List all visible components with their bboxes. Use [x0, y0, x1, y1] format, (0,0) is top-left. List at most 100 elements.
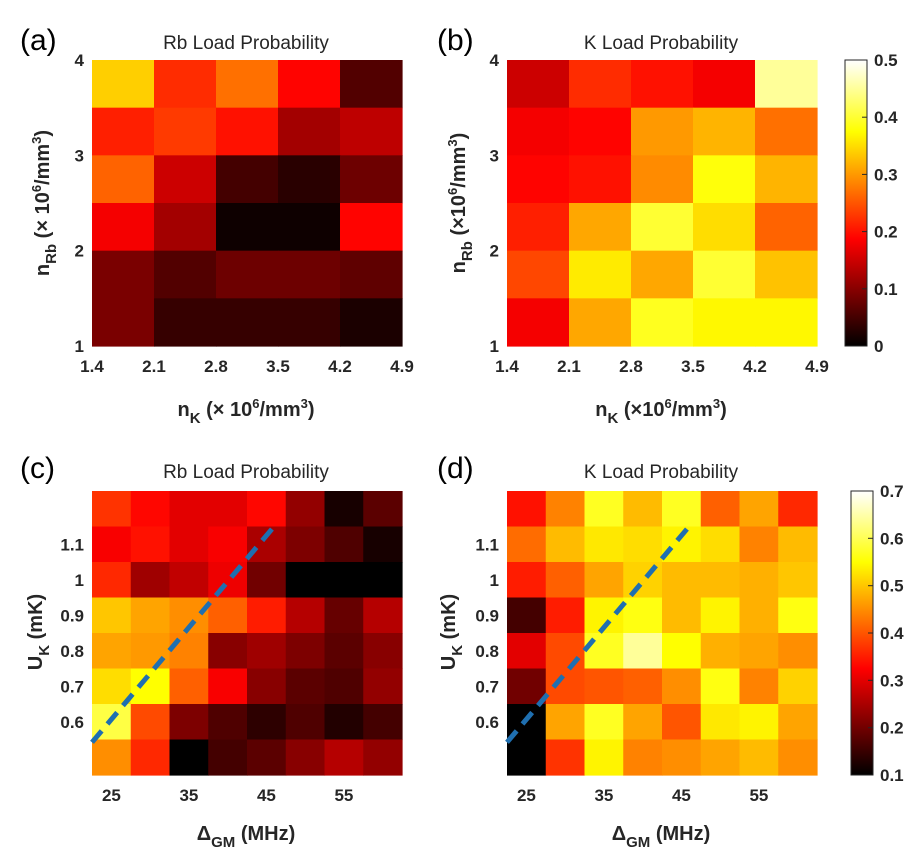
heatmap-cell: [739, 668, 779, 705]
heatmap-cell: [507, 60, 570, 109]
heatmap-a: [92, 60, 403, 347]
title-b: K Load Probability: [584, 33, 739, 54]
y-tick-label: 1: [490, 571, 499, 590]
heatmap-cell: [169, 491, 209, 528]
heatmap-cell: [363, 739, 403, 776]
heatmap-cell: [363, 491, 403, 528]
ticks-a: 1.4 2.1 2.8 3.5 4.2 4.9 1 2 3 4: [75, 51, 414, 376]
x-tick-label: 2.8: [204, 357, 228, 376]
heatmap-cell: [278, 107, 341, 156]
heatmap-cell: [216, 60, 279, 109]
x-tick-label: 4.2: [328, 357, 352, 376]
heatmap-cell: [507, 562, 547, 599]
heatmap-cell: [623, 668, 663, 705]
heatmap-cell: [584, 668, 624, 705]
heatmap-cell: [247, 491, 287, 528]
y-tick-label: 1.1: [475, 535, 499, 554]
heatmap-cell: [700, 491, 741, 528]
x-tick-label: 25: [102, 786, 121, 805]
heatmap-cell: [92, 60, 155, 109]
ylabel-b: nRb (×106/mm3): [445, 133, 476, 274]
heatmap-cell: [569, 107, 632, 156]
heatmap-cell: [92, 633, 132, 670]
heatmap-cell: [755, 60, 818, 109]
heatmap-cell: [755, 203, 818, 252]
heatmap-cell: [92, 668, 132, 705]
title-a: Rb Load Probability: [163, 33, 329, 54]
heatmap-cell: [507, 668, 547, 705]
heatmap-cell: [285, 633, 326, 670]
panel-label-b: (b): [437, 24, 474, 57]
colorbar-ticks-b: 0 0.1 0.2 0.3 0.4 0.5: [862, 51, 898, 356]
heatmap-cell: [778, 526, 818, 563]
heatmap-cell: [545, 526, 586, 563]
colorbar-tick-label: 0.6: [880, 529, 904, 548]
heatmap-cell: [584, 633, 624, 670]
heatmap-cell: [584, 739, 624, 776]
heatmap-cell: [208, 704, 248, 741]
ticks-c: 25 35 45 55 0.6 0.7 0.8 0.9 1 1.1: [60, 535, 353, 805]
heatmap-cell: [278, 155, 341, 204]
colorbar-tick-label: 0: [874, 337, 883, 356]
heatmap-cell: [623, 526, 663, 563]
colorbar-tick-label: 0.1: [880, 766, 904, 785]
heatmap-cell: [208, 597, 248, 634]
x-tick-label: 55: [334, 786, 353, 805]
heatmap-cell: [130, 562, 171, 599]
colorbar-b: [844, 59, 868, 347]
heatmap-cell: [693, 250, 756, 299]
heatmap-cell: [507, 250, 570, 299]
y-tick-label: 0.6: [475, 713, 499, 732]
heatmap-cell: [363, 633, 403, 670]
heatmap-cell: [778, 597, 818, 634]
heatmap-cell: [507, 633, 547, 670]
heatmap-cell: [324, 562, 364, 599]
heatmap-cell: [569, 60, 632, 109]
y-tick-label: 0.8: [475, 642, 499, 661]
heatmap-cell: [631, 107, 694, 156]
heatmap-cell: [92, 739, 132, 776]
heatmap-cell: [584, 704, 624, 741]
heatmap-cell: [216, 298, 279, 347]
heatmap-cell: [545, 704, 586, 741]
x-tick-label: 1.4: [80, 357, 104, 376]
heatmap-cell: [92, 203, 155, 252]
heatmap-cell: [631, 298, 694, 347]
heatmap-cell: [340, 155, 403, 204]
heatmap-cell: [545, 562, 586, 599]
heatmap-cell: [545, 491, 586, 528]
heatmap-cell: [92, 250, 155, 299]
heatmap-cell: [693, 107, 756, 156]
heatmap-cell: [285, 526, 326, 563]
heatmap-cell: [92, 298, 155, 347]
heatmap-cell: [340, 250, 403, 299]
heatmap-cell: [278, 298, 341, 347]
heatmap-cell: [154, 155, 217, 204]
y-tick-label: 2: [490, 242, 499, 261]
heatmap-cell: [700, 633, 741, 670]
heatmap-cell: [700, 668, 741, 705]
x-tick-label: 35: [179, 786, 198, 805]
x-tick-label: 3.5: [266, 357, 290, 376]
heatmap-cell: [693, 60, 756, 109]
heatmap-cell: [778, 633, 818, 670]
heatmap-cell: [130, 526, 171, 563]
heatmap-cell: [278, 203, 341, 252]
xlabel-d: ΔGM (MHz): [612, 823, 711, 851]
colorbar-tick-label: 0.3: [874, 165, 898, 184]
heatmap-cell: [662, 668, 702, 705]
heatmap-cell: [363, 526, 403, 563]
heatmap-cell: [130, 668, 171, 705]
panel-label-c: (c): [20, 452, 55, 485]
heatmap-cell: [154, 107, 217, 156]
colorbar-tick-label: 0.4: [880, 624, 904, 643]
heatmap-cell: [584, 562, 624, 599]
heatmap-cell: [507, 491, 547, 528]
heatmap-cell: [739, 739, 779, 776]
panel-label-d: (d): [437, 452, 474, 485]
heatmap-cell: [755, 107, 818, 156]
heatmap-cell: [208, 668, 248, 705]
heatmap-cell: [285, 491, 326, 528]
heatmap-cell: [739, 562, 779, 599]
heatmap-cell: [755, 250, 818, 299]
